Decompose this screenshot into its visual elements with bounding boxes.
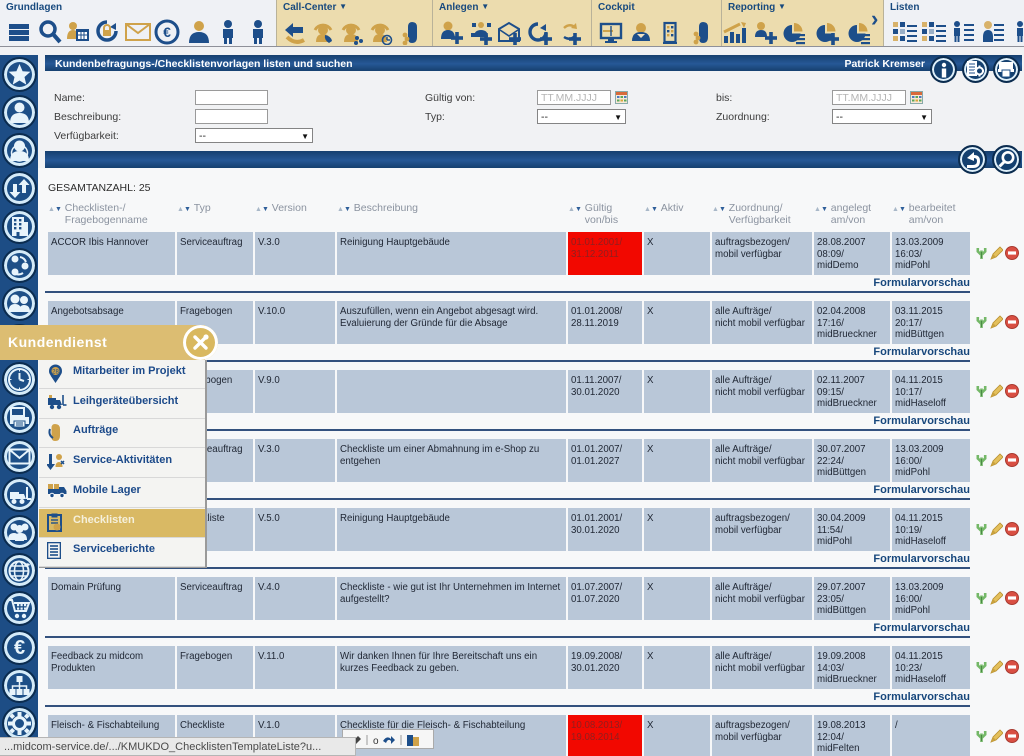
svg-text:€: €	[163, 24, 171, 40]
svg-text:o: o	[373, 736, 379, 747]
svg-text:€: €	[14, 637, 25, 659]
svg-text:28: 28	[52, 370, 59, 376]
